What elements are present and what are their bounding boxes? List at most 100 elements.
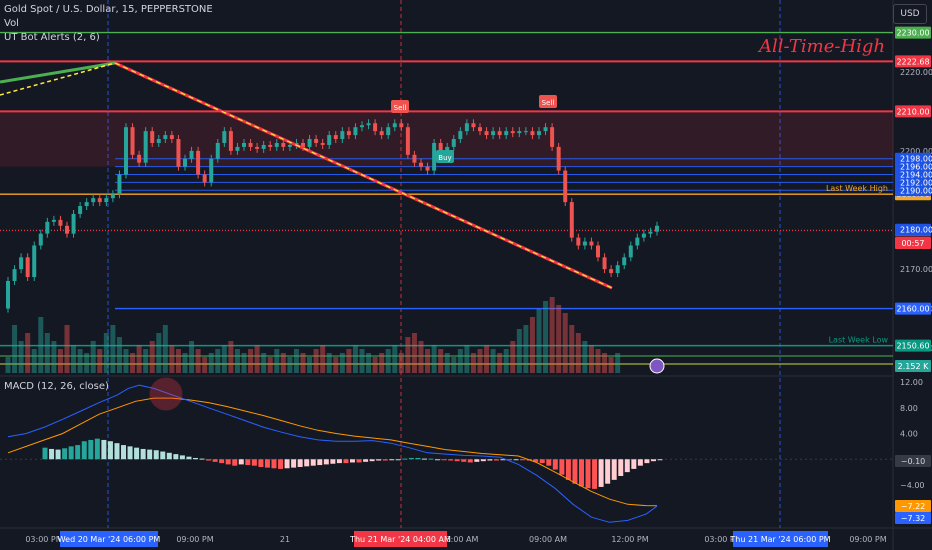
macd-histogram-bar — [317, 459, 323, 466]
candle-body — [432, 142, 437, 171]
candle-body — [130, 127, 135, 155]
time-highlight-text: Wed 20 Mar '24 06:00 PM — [58, 535, 161, 544]
volume-bar — [103, 333, 109, 373]
candle-body — [137, 154, 142, 163]
volume-bar — [320, 345, 326, 373]
macd-histogram-bar — [212, 459, 218, 462]
indicator-label[interactable]: UT Bot Alerts (2, 6) — [4, 32, 100, 43]
volume-bar — [5, 357, 11, 373]
candle-body — [38, 233, 43, 246]
candle-body — [6, 280, 10, 309]
macd-histogram-bar — [637, 459, 643, 466]
macd-histogram-bar — [552, 459, 558, 470]
volume-bar — [195, 349, 201, 373]
candle-body — [517, 131, 522, 134]
volume-bar — [64, 325, 70, 373]
macd-histogram-bar — [173, 454, 179, 460]
currency-button[interactable]: USD — [893, 4, 927, 24]
candle-body — [425, 166, 430, 171]
volume-bar — [175, 349, 181, 373]
macd-histogram-bar — [323, 459, 329, 465]
candle-body — [622, 257, 627, 266]
volume-bar — [477, 349, 483, 373]
macd-histogram-bar — [650, 459, 656, 462]
candle-body — [202, 174, 207, 183]
price-tag-text: 2210.00 — [896, 107, 929, 116]
alert-icon — [649, 358, 665, 374]
volume-bar — [615, 353, 621, 373]
candle-body — [222, 131, 227, 143]
volume-bar — [392, 345, 398, 373]
candle-body — [550, 127, 555, 147]
volume-bar — [575, 333, 581, 373]
candle-body — [183, 158, 187, 167]
macd-histogram-bar — [474, 459, 480, 462]
candle-body — [543, 127, 548, 132]
volume-bar — [123, 349, 129, 373]
macd-histogram-bar — [507, 459, 513, 461]
macd-histogram-bar — [657, 459, 663, 461]
volume-bar — [156, 333, 162, 373]
volume-bar — [431, 345, 437, 373]
candle-body — [602, 257, 607, 270]
volume-bar — [189, 341, 195, 373]
macd-histogram-bar — [389, 459, 395, 461]
macd-histogram-bar — [245, 459, 251, 466]
support-tag-text: 2190.00 — [900, 186, 932, 195]
macd-histogram-bar — [258, 459, 264, 467]
volume-bar — [77, 349, 83, 373]
macd-histogram-bar — [421, 458, 427, 460]
support-tag — [895, 184, 931, 197]
downtrend-line-dash — [114, 62, 613, 289]
macd-tick: 4.00 — [900, 430, 918, 439]
candle-body — [346, 131, 351, 136]
volume-bar — [293, 349, 299, 373]
candle-body — [655, 225, 659, 232]
candle-body — [117, 174, 122, 195]
vol-label[interactable]: Vol — [4, 18, 19, 29]
candle-body — [419, 162, 423, 167]
volume-bar — [346, 349, 352, 373]
signal-text: Sell — [542, 99, 555, 107]
candle-body — [635, 237, 640, 246]
candle-body — [45, 221, 50, 234]
candle-body — [556, 146, 561, 171]
price-tag-text: 2230.00 — [896, 29, 929, 38]
candle-body — [327, 135, 332, 145]
candle-body — [366, 123, 371, 126]
macd-histogram-bar — [356, 459, 362, 463]
candle-body — [373, 123, 378, 132]
macd-histogram-bar — [513, 459, 519, 461]
volume-bar — [457, 349, 463, 373]
price-tag-text: 2150.60 — [896, 342, 929, 351]
signal-badge-buy — [436, 150, 454, 163]
candle-body — [97, 198, 102, 203]
macd-legend[interactable]: MACD (12, 26, close) — [4, 381, 109, 392]
candle-body — [84, 202, 89, 207]
macd-histogram-bar — [206, 459, 212, 461]
macd-histogram-bar — [81, 441, 87, 460]
macd-histogram-bar — [585, 459, 591, 489]
candle-body — [104, 198, 109, 203]
candle-body — [163, 135, 168, 140]
macd-signal-line — [7, 397, 658, 507]
volume-bar — [411, 333, 417, 373]
price-tag-text: 2222.68 — [896, 57, 929, 66]
price-tag — [895, 302, 931, 315]
macd-histogram-bar — [291, 459, 297, 468]
candle-body — [215, 142, 220, 159]
volume-bar — [149, 341, 155, 373]
price-tag — [895, 339, 931, 352]
candle-body — [399, 123, 404, 128]
candle-body — [176, 139, 181, 167]
volume-bar — [582, 341, 588, 373]
candle-body — [589, 241, 594, 246]
macd-histogram-bar — [107, 441, 113, 460]
volume-bar — [228, 341, 234, 373]
volume-bar — [31, 349, 37, 373]
macd-histogram-bar — [199, 458, 205, 460]
volume-bar — [398, 353, 404, 373]
candle-body — [110, 194, 115, 199]
